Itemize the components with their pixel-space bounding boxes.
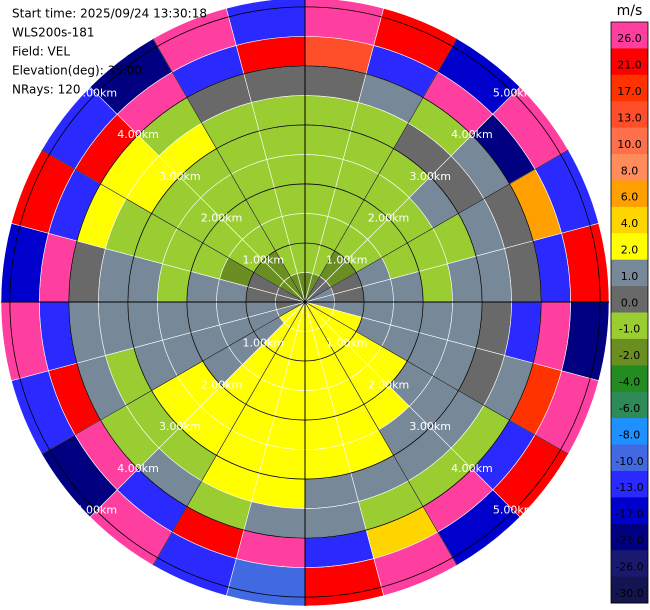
colorbar-segment xyxy=(611,22,648,49)
colorbar-tick-label: 6.0 xyxy=(621,191,639,204)
header-line: Elevation(deg): 35.00 xyxy=(12,64,142,78)
range-ring-label: 3.00km xyxy=(409,170,451,183)
colorbar-tick-label: -17.0 xyxy=(615,508,643,521)
velocity-bin xyxy=(258,124,306,160)
colorbar-tick-label: 4.0 xyxy=(621,217,639,230)
range-ring xyxy=(186,183,424,421)
colorbar-tick-label: -8.0 xyxy=(619,428,640,441)
colorbar-segment xyxy=(611,312,648,340)
colorbar-tick-label: -1.0 xyxy=(619,323,640,336)
header-line: NRays: 120 xyxy=(12,83,81,97)
header-line: Field: VEL xyxy=(12,45,70,59)
colorbar-segment xyxy=(611,444,648,472)
colorbar-tick-label: 21.0 xyxy=(617,59,642,72)
range-ring-label: 1.00km xyxy=(242,253,284,266)
range-ring-label: 5.00km xyxy=(493,504,535,517)
colorbar-tick-label: -30.0 xyxy=(615,587,643,600)
colorbar-segment xyxy=(611,418,648,446)
spoke xyxy=(304,301,569,455)
header: Start time: 2025/09/24 13:30:18 WLS200s-1… xyxy=(12,7,207,97)
colorbar-segment xyxy=(611,154,648,181)
range-ring-label: 5.00km xyxy=(493,86,535,99)
colorbar-tick-label: 1.0 xyxy=(621,270,639,283)
spoke xyxy=(41,149,306,303)
colorbar-frame xyxy=(610,21,649,604)
colorbar: m/s 26.0 21.0 17.0 13.0 10.0 8.0 6.0 4.0 2.0 1.0 0.… xyxy=(610,3,649,604)
colorbar-tick-label: 0.0 xyxy=(621,296,639,309)
spoke xyxy=(152,301,306,566)
colorbar-segment xyxy=(611,233,648,261)
range-ring-label: 1.00km xyxy=(242,337,284,350)
colorbar-segment xyxy=(611,523,648,551)
colorbar-segment xyxy=(611,101,648,129)
range-ring-label: 2.00km xyxy=(368,212,410,225)
range-ring xyxy=(127,124,483,480)
colorbar-unit: m/s xyxy=(617,3,643,19)
colorbar-tick-label: -21.0 xyxy=(615,534,643,547)
velocity-bin xyxy=(304,444,352,480)
colorbar-tick-label: -6.0 xyxy=(619,402,640,415)
velocity-bin xyxy=(127,301,163,349)
velocity-field xyxy=(0,0,610,607)
colorbar-tick-label: -13.0 xyxy=(615,481,643,494)
range-ring-label: 5.00km xyxy=(76,504,118,517)
colorbar-tick-label: 10.0 xyxy=(617,138,642,151)
velocity-bin xyxy=(258,444,306,480)
velocity-bin xyxy=(127,255,163,303)
spoke xyxy=(41,301,306,455)
spoke xyxy=(304,301,458,566)
colorbar-segment xyxy=(611,576,648,604)
velocity-bin xyxy=(447,301,483,349)
range-ring-label: 1.00km xyxy=(326,253,368,266)
colorbar-segment xyxy=(611,365,648,393)
range-ring xyxy=(245,242,365,362)
range-ring-label: 2.00km xyxy=(368,378,410,391)
colorbar-segment xyxy=(611,391,648,419)
range-ring-label: 1.00km xyxy=(326,337,368,350)
colorbar-segment xyxy=(611,470,648,498)
velocity-bin xyxy=(447,255,483,303)
colorbar-segment xyxy=(611,259,648,287)
colorbar-segment xyxy=(611,338,648,366)
range-ring xyxy=(68,65,542,539)
range-ring-label: 3.00km xyxy=(159,420,201,433)
colorbar-segment xyxy=(611,127,648,155)
colorbar-segment xyxy=(611,48,648,76)
spoke xyxy=(152,38,306,303)
colorbar-segment xyxy=(611,550,648,578)
range-ring-label: 5.00km xyxy=(76,86,118,99)
colorbar-tick-label: 2.0 xyxy=(621,243,639,256)
colorbar-tick-label: 8.0 xyxy=(621,164,639,177)
header-line: Start time: 2025/09/24 13:30:18 xyxy=(12,7,207,21)
colorbar-tick-label: 26.0 xyxy=(617,32,642,45)
colorbar-tick-label: 17.0 xyxy=(617,85,642,98)
colorbar-tick-label: -4.0 xyxy=(619,376,640,389)
range-ring-label: 4.00km xyxy=(451,462,493,475)
range-ring-label: 4.00km xyxy=(117,462,159,475)
colorbar-segment xyxy=(611,180,648,208)
spoke xyxy=(304,38,458,303)
colorbar-segment xyxy=(611,497,648,525)
colorbar-segment xyxy=(611,286,648,313)
header-line: WLS200s-181 xyxy=(12,26,95,40)
colorbar-tick-label: -26.0 xyxy=(615,560,643,573)
range-ring xyxy=(9,6,601,598)
colorbar-tick-label: -10.0 xyxy=(615,455,643,468)
colorbar-tick-label: -2.0 xyxy=(619,349,640,362)
range-ring-label: 3.00km xyxy=(409,420,451,433)
range-ring-label: 3.00km xyxy=(159,170,201,183)
colorbar-segment xyxy=(611,206,648,234)
range-ring-label: 4.00km xyxy=(117,128,159,141)
colorbar-tick-label: 13.0 xyxy=(617,111,642,124)
spoke xyxy=(304,149,569,303)
colorbar-segment xyxy=(611,74,648,102)
overlay: 1.00km 1.00km 1.00km 1.00km 2.00km 2.00km 2.00… xyxy=(1,0,609,606)
velocity-bin xyxy=(304,124,352,160)
range-ring-label: 2.00km xyxy=(201,212,243,225)
range-ring-label: 2.00km xyxy=(201,378,243,391)
range-ring-label: 4.00km xyxy=(451,128,493,141)
